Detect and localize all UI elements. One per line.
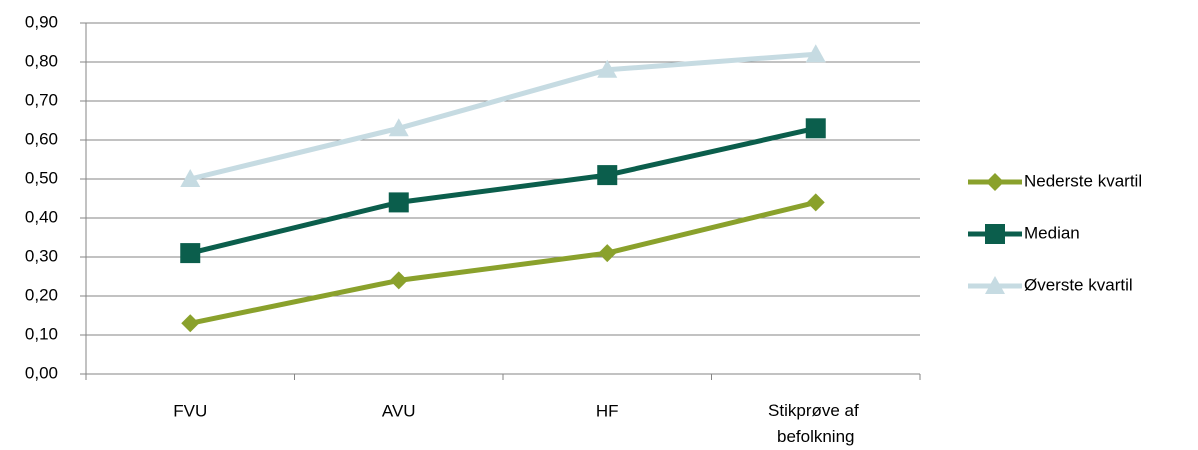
marker — [388, 192, 409, 213]
marker — [806, 193, 825, 212]
marker — [180, 243, 201, 264]
marker — [597, 59, 618, 78]
y-tick-label: 0,40 — [25, 207, 58, 226]
marker — [986, 173, 1004, 191]
y-tick-label: 0,80 — [25, 51, 58, 70]
x-tick-label: Stikprøve af befolkning — [768, 401, 863, 446]
legend-label: Median — [1024, 223, 1080, 242]
marker — [389, 271, 408, 290]
y-tick-label: 0,20 — [25, 285, 58, 304]
legend-label: Nederste kvartil — [1024, 171, 1142, 190]
y-tick-label: 0,50 — [25, 168, 58, 187]
series-line — [189, 51, 816, 182]
marker — [805, 118, 826, 139]
y-tick-label: 0,70 — [25, 90, 58, 109]
marker — [985, 276, 1005, 294]
x-tick-label: FVU — [173, 401, 207, 420]
marker — [598, 244, 617, 263]
series-line — [189, 125, 817, 256]
marker — [181, 314, 200, 333]
marker — [388, 118, 409, 137]
marker — [805, 44, 826, 63]
marker — [597, 165, 618, 186]
y-tick-label: 0,10 — [25, 324, 58, 343]
x-tick-label: AVU — [382, 401, 416, 420]
marker — [985, 224, 1005, 244]
legend-label: Øverste kvartil — [1024, 275, 1133, 294]
x-tick-label: HF — [596, 401, 619, 420]
y-tick-label: 0,00 — [25, 363, 58, 382]
series-line — [189, 199, 817, 326]
marker — [180, 169, 201, 187]
y-tick-label: 0,60 — [25, 129, 58, 148]
y-tick-label: 0,90 — [25, 12, 58, 31]
y-tick-label: 0,30 — [25, 246, 58, 265]
